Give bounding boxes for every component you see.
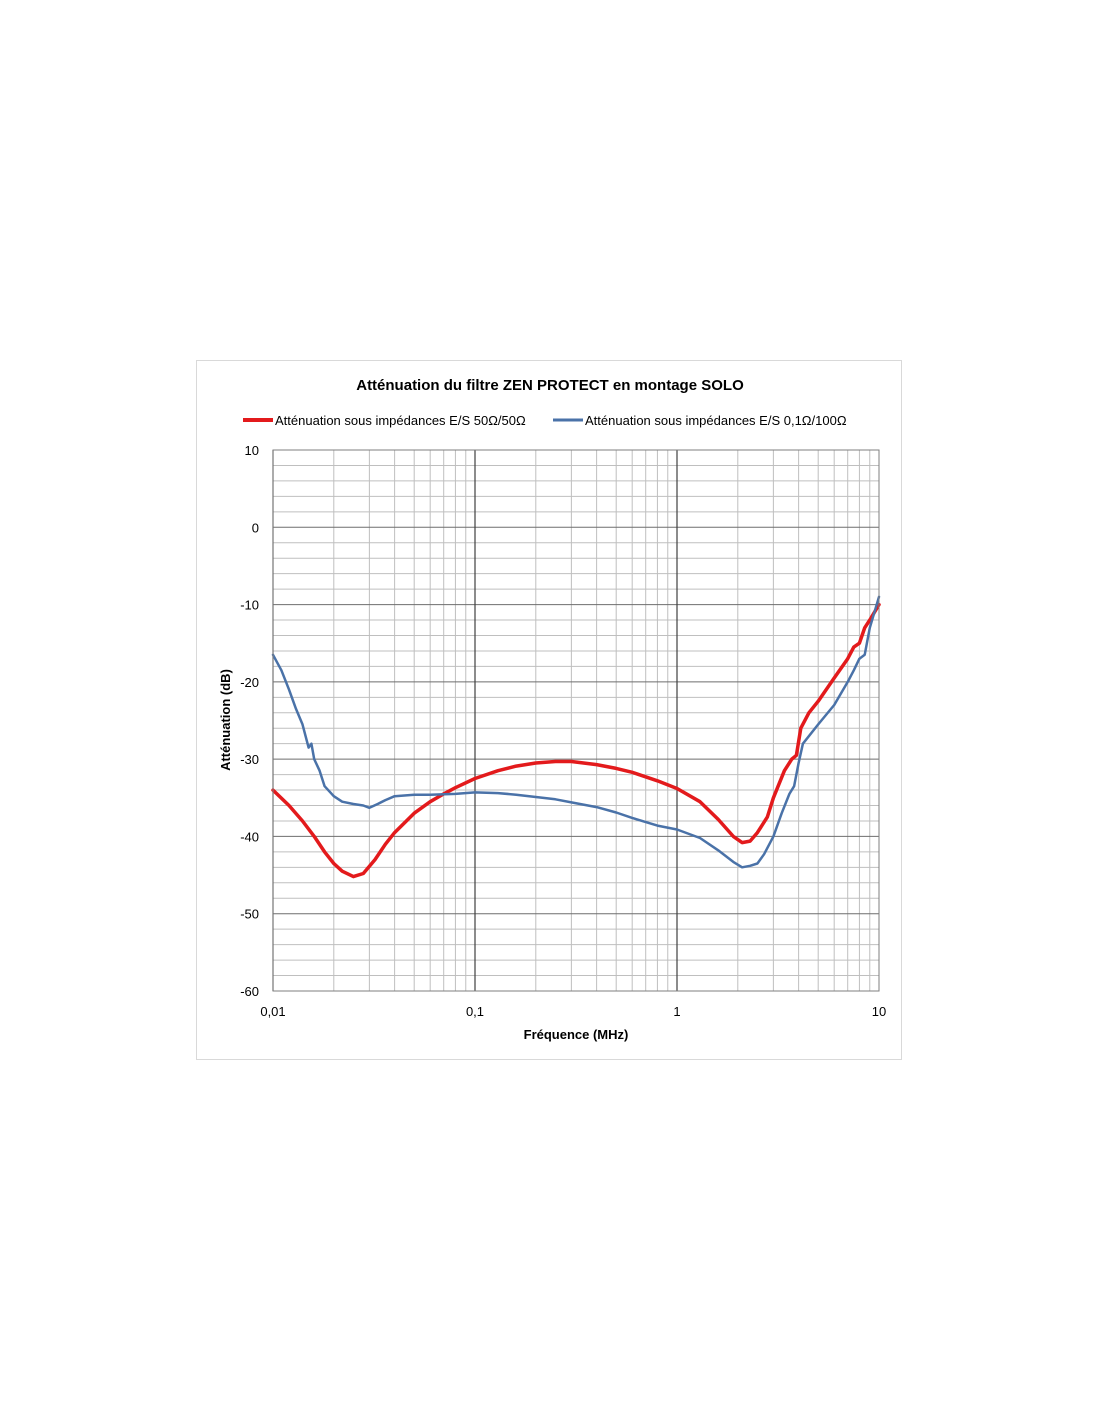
legend-label-0: Atténuation sous impédances E/S 50Ω/50Ω	[275, 413, 526, 428]
y-tick-label: -30	[240, 752, 259, 767]
y-tick-label: 10	[245, 443, 259, 458]
series-line-1	[271, 595, 881, 869]
plot-border	[272, 449, 880, 992]
series-layer	[271, 595, 881, 879]
y-tick-label: -10	[240, 598, 259, 613]
x-tick-label: 1	[673, 1004, 680, 1019]
grid-major	[272, 449, 879, 992]
y-tick-label: -60	[240, 984, 259, 999]
chart-svg: Atténuation du filtre ZEN PROTECT en mon…	[218, 377, 886, 1042]
y-axis-title: Atténuation (dB)	[218, 669, 233, 771]
grid-minor	[273, 450, 879, 991]
tick-layer: 10 0 -10 -20 -30 -40 -50 -600,01 0,1 1 10	[240, 443, 886, 1019]
y-tick-label: -20	[240, 675, 259, 690]
legend: Atténuation sous impédances E/S 50Ω/50Ω …	[243, 413, 847, 428]
chart-title: Atténuation du filtre ZEN PROTECT en mon…	[356, 377, 744, 394]
y-tick-label: -50	[240, 907, 259, 922]
x-axis-title: Fréquence (MHz)	[524, 1027, 629, 1042]
series-line-0	[271, 602, 881, 879]
x-tick-label: 0,01	[260, 1004, 285, 1019]
legend-label-1: Atténuation sous impédances E/S 0,1Ω/100…	[585, 413, 847, 428]
y-tick-label: 0	[252, 520, 259, 535]
chart-frame: Atténuation du filtre ZEN PROTECT en mon…	[196, 360, 902, 1060]
x-tick-label: 0,1	[466, 1004, 484, 1019]
x-tick-label: 10	[872, 1004, 886, 1019]
y-tick-label: -40	[240, 829, 259, 844]
